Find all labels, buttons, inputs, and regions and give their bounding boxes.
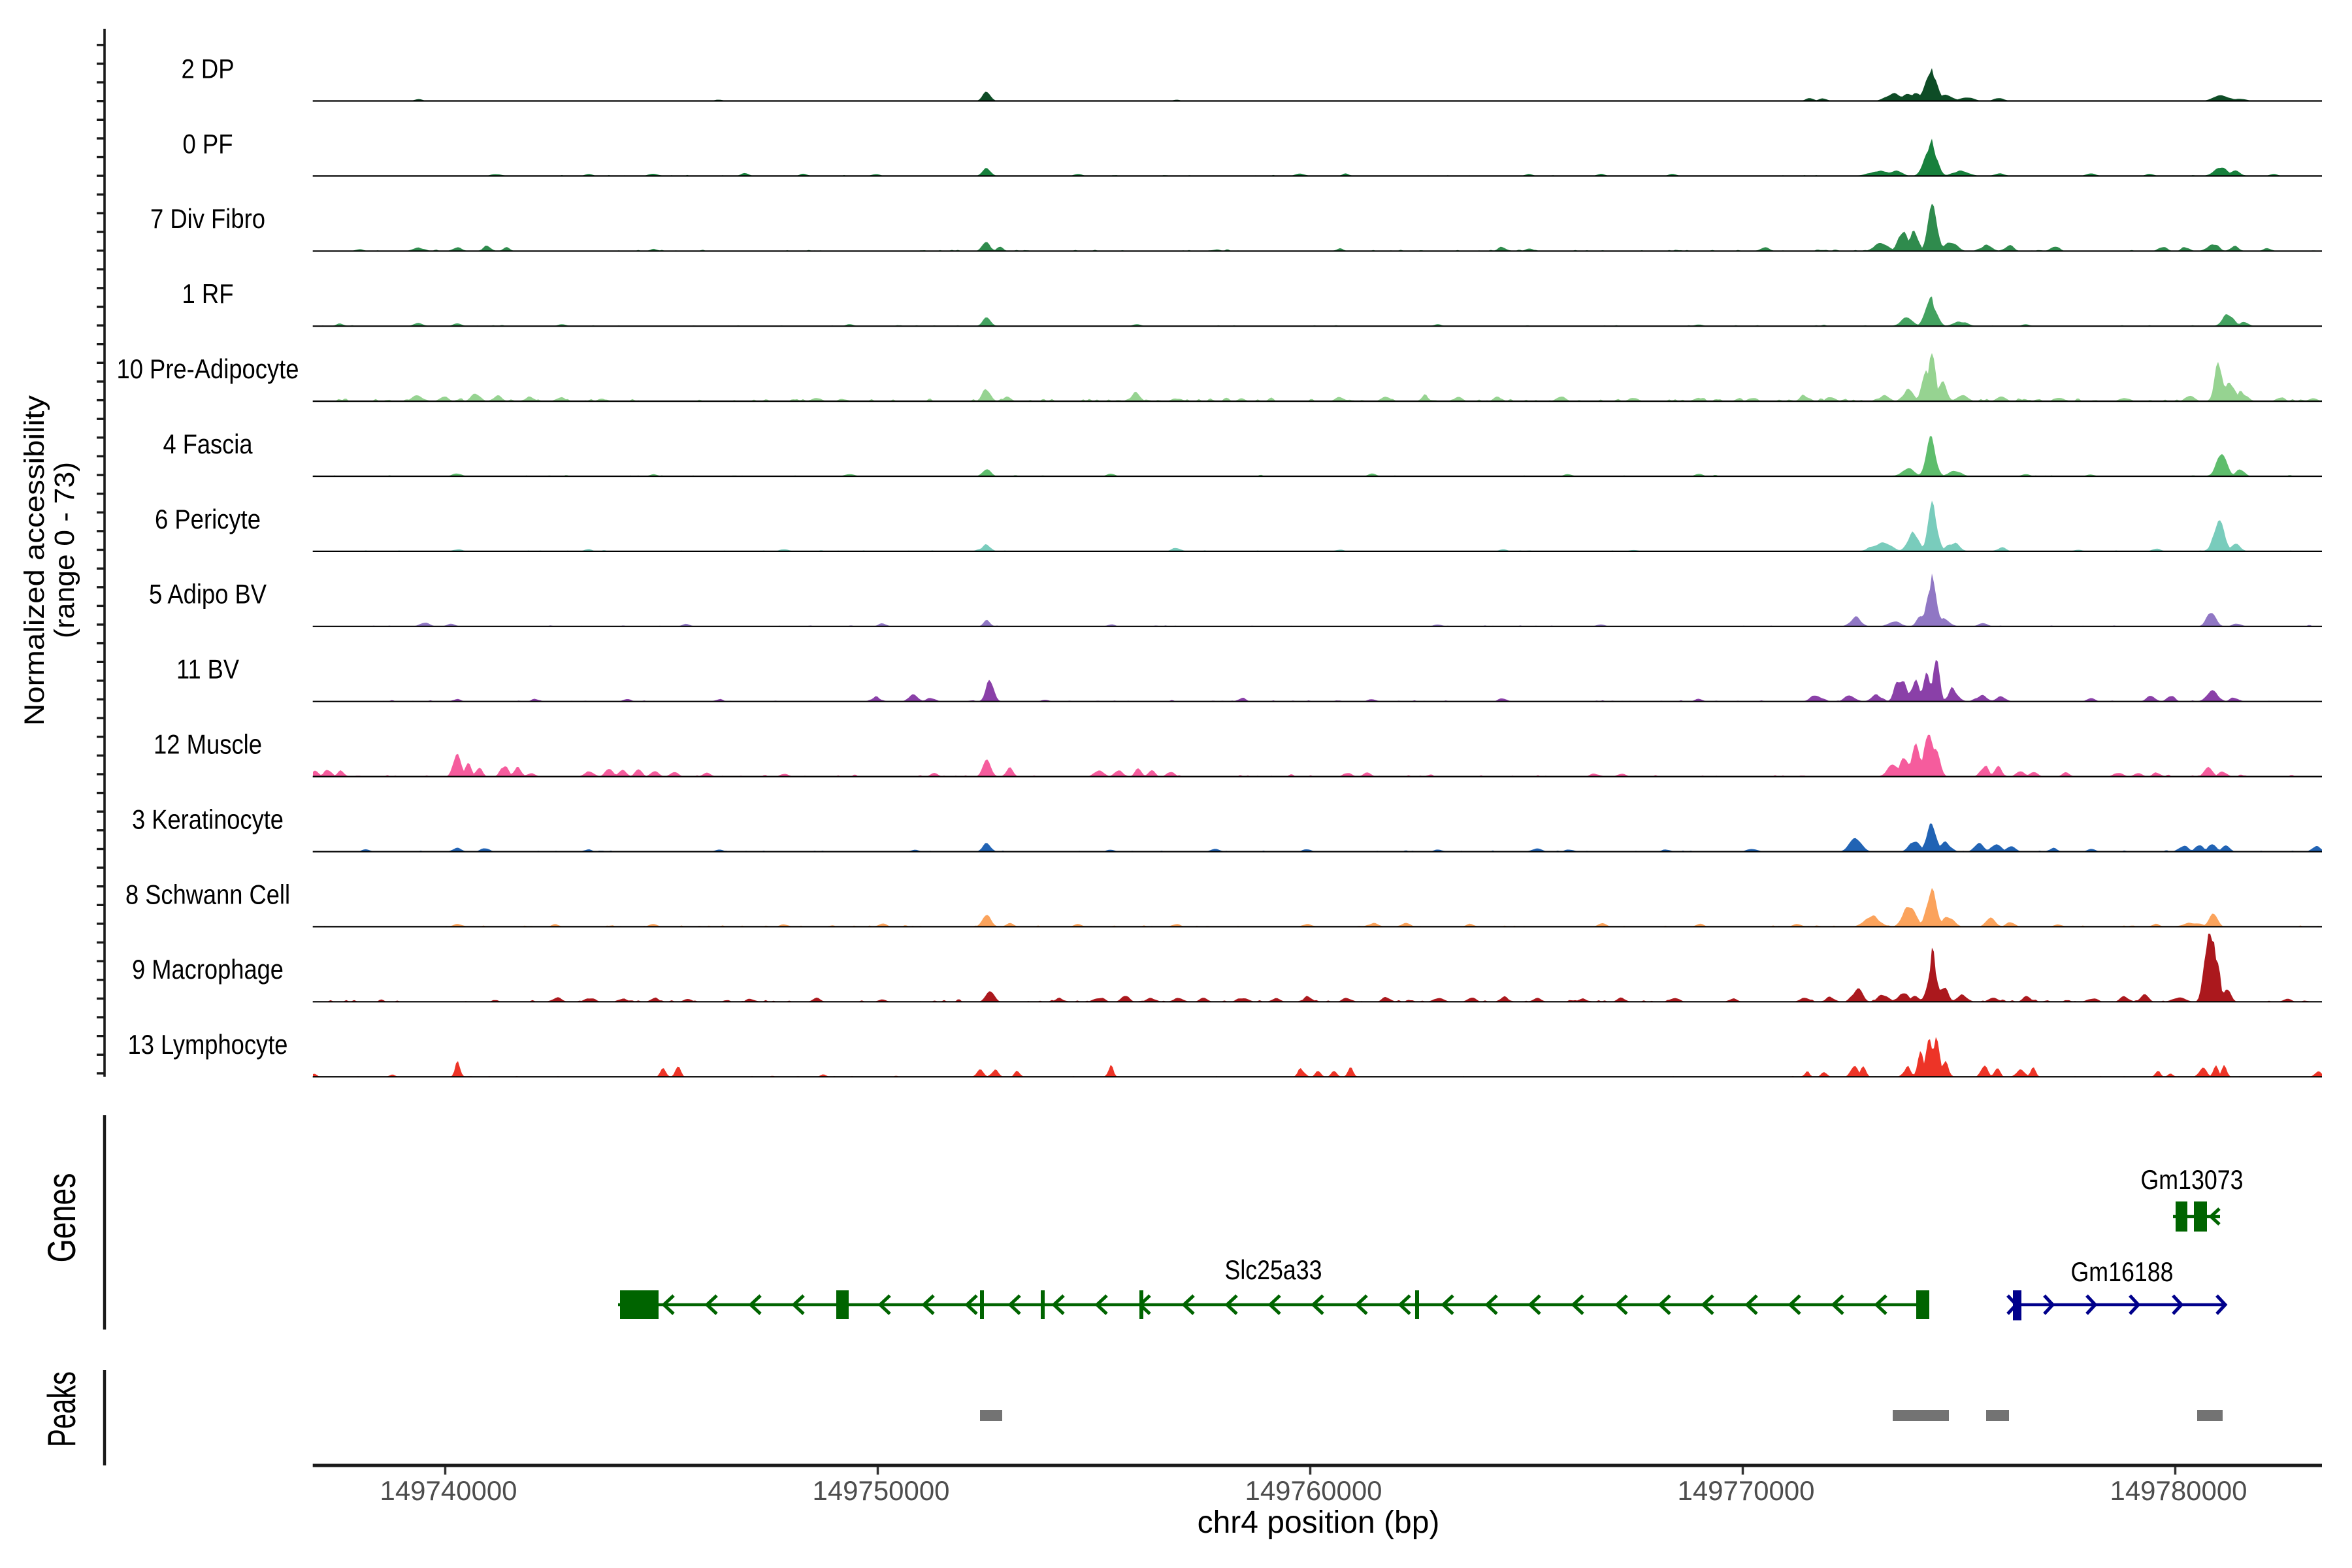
svg-text:Gm16188: Gm16188 [2071, 1256, 2174, 1287]
svg-text:Slc25a33: Slc25a33 [1225, 1254, 1322, 1285]
svg-text:3 Keratinocyte: 3 Keratinocyte [132, 804, 284, 834]
svg-text:Normalized accessibility: Normalized accessibility [19, 395, 50, 726]
svg-text:11 BV: 11 BV [176, 654, 239, 685]
svg-text:149780000: 149780000 [2110, 1475, 2247, 1506]
svg-text:Peaks: Peaks [40, 1371, 84, 1447]
svg-text:Gm13073: Gm13073 [2141, 1164, 2244, 1195]
svg-text:149740000: 149740000 [380, 1475, 517, 1506]
svg-text:Genes: Genes [40, 1173, 84, 1263]
svg-text:1 RF: 1 RF [182, 278, 234, 309]
svg-text:13 Lymphocyte: 13 Lymphocyte [128, 1029, 288, 1060]
svg-text:2 DP: 2 DP [182, 53, 235, 84]
svg-text:149760000: 149760000 [1245, 1475, 1382, 1506]
svg-text:5 Adipo BV: 5 Adipo BV [149, 579, 267, 610]
svg-text:4 Fascia: 4 Fascia [163, 429, 253, 459]
svg-text:0 PF: 0 PF [183, 128, 233, 159]
svg-text:149750000: 149750000 [813, 1475, 950, 1506]
svg-text:chr4 position (bp): chr4 position (bp) [1198, 1505, 1440, 1540]
svg-text:10 Pre-Adipocyte: 10 Pre-Adipocyte [117, 353, 299, 384]
svg-text:149770000: 149770000 [1678, 1475, 1815, 1506]
svg-text:8 Schwann Cell: 8 Schwann Cell [125, 879, 290, 909]
svg-text:6 Pericyte: 6 Pericyte [155, 504, 261, 534]
svg-text:9 Macrophage: 9 Macrophage [132, 954, 284, 985]
svg-text:7 Div Fibro: 7 Div Fibro [150, 203, 265, 234]
svg-text:(range 0 - 73): (range 0 - 73) [49, 462, 80, 638]
svg-text:12 Muscle: 12 Muscle [154, 729, 262, 760]
